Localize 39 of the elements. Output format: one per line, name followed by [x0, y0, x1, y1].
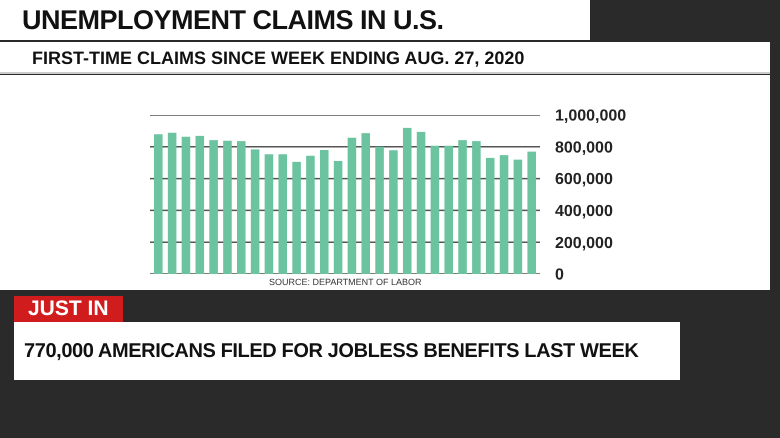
bar: [223, 140, 232, 274]
y-tick-label: 400,000: [555, 203, 613, 220]
bar: [527, 152, 536, 274]
bar: [334, 160, 342, 274]
bar: [292, 162, 301, 274]
bar: [250, 149, 260, 274]
bar: [389, 150, 398, 274]
bar: [196, 136, 204, 274]
bar: [154, 134, 163, 274]
bar: [348, 138, 356, 274]
bar: [416, 132, 426, 274]
y-tick-label: 0: [555, 266, 564, 284]
bar: [236, 141, 246, 274]
y-tick-label: 800,000: [555, 139, 613, 156]
bar: [168, 132, 176, 274]
bar: [472, 141, 481, 274]
bar: [264, 154, 274, 274]
bar: [402, 128, 412, 274]
bar: [278, 154, 288, 274]
text: 770,000 AMERICANS FILED FOR JOBLESS BENEFITS LAST WEEK: [14, 322, 680, 380]
bar: [361, 133, 370, 274]
y-tick-label: 600,000: [555, 171, 613, 188]
bar: [500, 155, 508, 274]
bar: [306, 156, 315, 274]
bar: [486, 158, 494, 274]
bar: [430, 146, 440, 274]
bar: [320, 150, 329, 274]
bar: [444, 146, 454, 274]
chart-subtitle: FIRST-TIME CLAIMS SINCE WEEK ENDING AUG. 27, 2020: [0, 42, 770, 74]
bar: [209, 140, 218, 274]
bar: [458, 140, 467, 274]
source-note: SOURCE: DEPARTMENT OF LABOR: [269, 277, 422, 287]
bar: [375, 146, 384, 274]
bar: [182, 136, 190, 274]
text: JUST IN: [14, 296, 123, 322]
chart-title: UNEMPLOYMENT CLAIMS IN U.S.: [0, 0, 590, 40]
bar: [514, 160, 522, 274]
y-tick-label: 200,000: [555, 234, 613, 252]
y-tick-label: 1,000,000: [555, 108, 626, 125]
